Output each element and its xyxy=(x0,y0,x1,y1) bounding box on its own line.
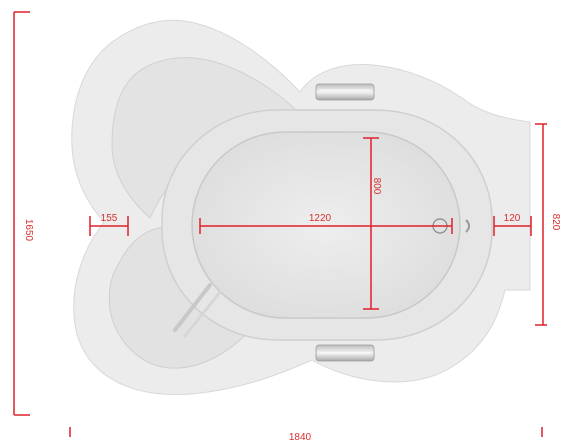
label-left-rim: 155 xyxy=(101,213,118,224)
overflow xyxy=(465,219,470,233)
label-right-height: 820 xyxy=(550,214,561,231)
label-overall-width: 1840 xyxy=(289,432,312,443)
basin xyxy=(191,131,461,319)
label-inner-length: 1220 xyxy=(309,213,332,224)
armrest-line-2 xyxy=(183,290,222,338)
dimension-lines xyxy=(13,11,547,437)
label-overall-height: 1650 xyxy=(23,219,34,242)
label-inner-width: 800 xyxy=(371,178,382,195)
label-right-rim: 120 xyxy=(504,213,521,224)
armrest-line-1 xyxy=(173,283,212,332)
pillow-top xyxy=(315,83,375,101)
